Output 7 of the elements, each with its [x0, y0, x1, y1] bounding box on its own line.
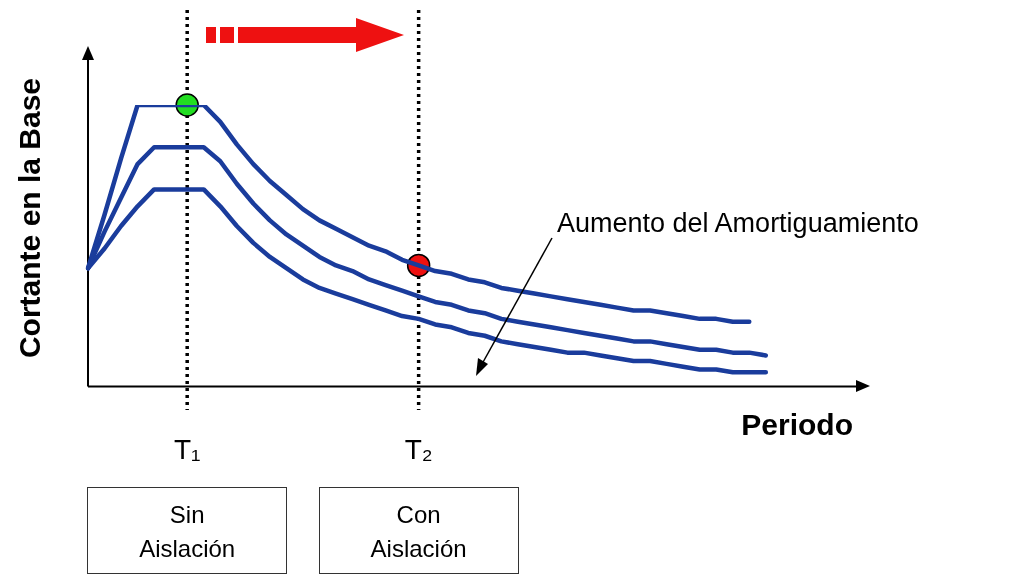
text: Con Aislación [318, 487, 519, 574]
annotation: Aumento del Amortiguamiento [557, 208, 919, 239]
x-tick-label: T₁ [173, 433, 201, 465]
x-tick-label: T₂ [404, 433, 433, 465]
text: Sin Aislación [87, 487, 288, 574]
y-axis-title: Cortante en la Base [13, 77, 47, 359]
x-axis-title: Periodo [741, 408, 853, 442]
